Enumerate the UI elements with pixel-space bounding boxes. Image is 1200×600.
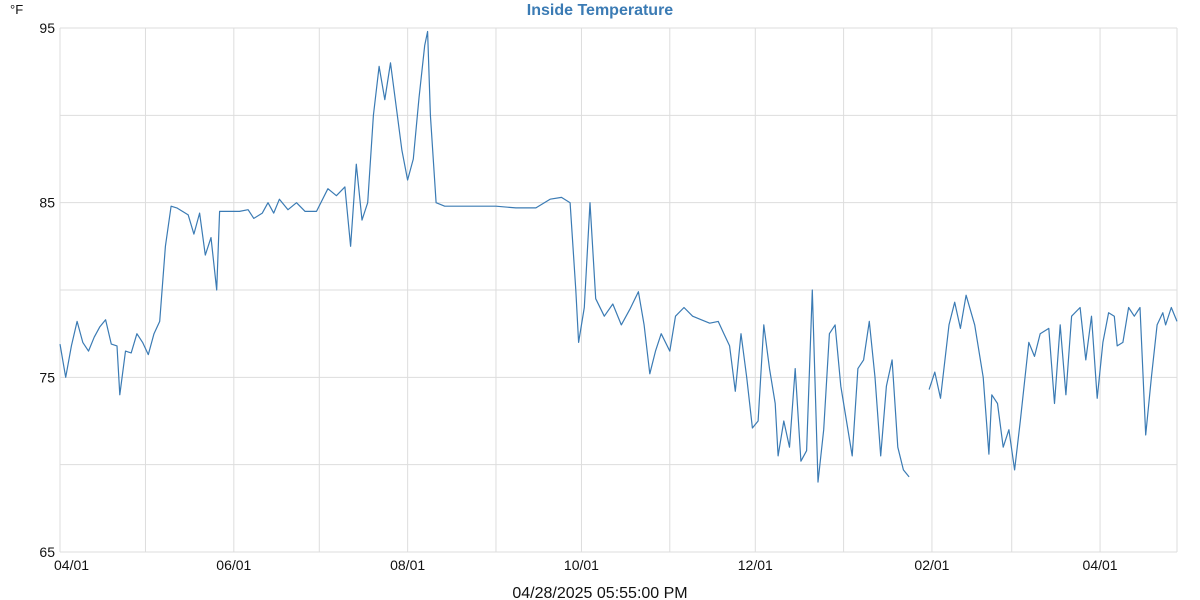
x-tick-label: 10/01 — [564, 557, 599, 573]
x-tick-label: 08/01 — [390, 557, 425, 573]
y-unit-label: °F — [10, 2, 23, 17]
y-tick-label: 85 — [39, 195, 55, 211]
x-tick-label: 12/01 — [738, 557, 773, 573]
temperature-line — [928, 294, 1178, 471]
y-tick-label: 95 — [39, 20, 55, 36]
temperature-line — [59, 30, 910, 483]
series-lines — [59, 30, 1178, 483]
y-tick-label: 65 — [39, 544, 55, 560]
y-tick-label: 75 — [39, 369, 55, 385]
x-tick-label: 04/01 — [1083, 557, 1118, 573]
x-tick-label: 06/01 — [216, 557, 251, 573]
timestamp-footer: 04/28/2025 05:55:00 PM — [512, 585, 687, 600]
y-axis-ticks: 65 75 85 95 — [39, 20, 55, 560]
x-tick-label: 02/01 — [914, 557, 949, 573]
grid — [59, 27, 1178, 553]
x-axis-ticks: 04/01 06/01 08/01 10/01 12/01 02/01 04/01 — [54, 557, 1118, 573]
x-tick-label: 04/01 — [54, 557, 89, 573]
chart-title: Inside Temperature — [527, 2, 674, 19]
